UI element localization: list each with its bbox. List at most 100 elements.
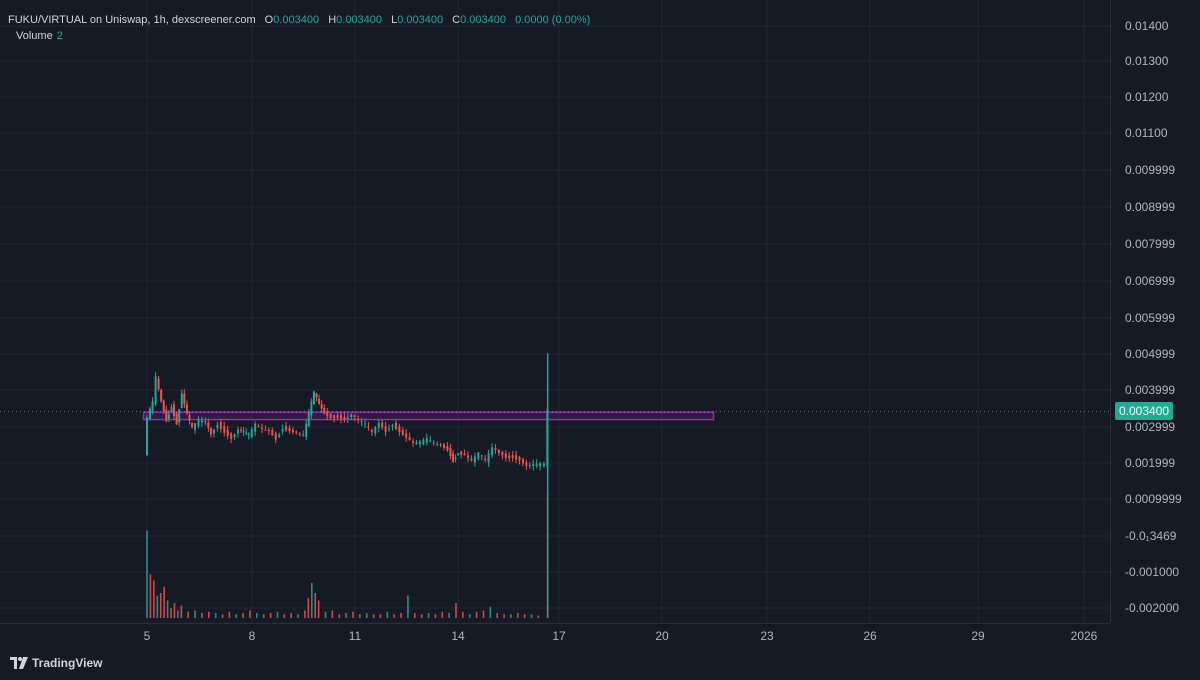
volume-bar	[317, 600, 320, 618]
price-tick: 0.01100	[1125, 126, 1168, 140]
volume-bar	[256, 613, 258, 618]
volume-bar	[386, 611, 389, 618]
volume-bar	[496, 613, 498, 618]
volume-bar	[379, 614, 382, 618]
price-tick: 0.009999	[1125, 163, 1176, 177]
candle-body	[291, 429, 294, 433]
tradingview-logo[interactable]: TradingView	[10, 656, 102, 670]
candle-body	[154, 376, 157, 405]
volume-bar	[345, 613, 347, 618]
volume-bar	[537, 615, 540, 618]
time-tick: 26	[863, 629, 877, 643]
volume-bar	[324, 611, 327, 618]
volume-bar	[269, 613, 272, 618]
candle-body	[178, 409, 181, 423]
candle-body	[175, 413, 178, 425]
volume-bar	[307, 598, 310, 618]
chart-pane[interactable]: FUKU/VIRTUAL on Uniswap, 1h, dexscreener…	[0, 0, 1110, 623]
candle-body	[494, 447, 497, 450]
time-tick: 29	[971, 629, 985, 643]
candle-body	[391, 425, 394, 427]
candle-body	[388, 428, 391, 430]
time-axis[interactable]: 5 8 11 14 17 20 23 26 29 2026	[0, 623, 1110, 650]
candle-body	[188, 415, 191, 421]
volume-bar	[173, 603, 176, 618]
time-tick: 5	[143, 629, 151, 643]
volume-bar	[407, 595, 409, 618]
price-tick: 0.004999	[1125, 347, 1176, 361]
candle-body	[412, 440, 415, 443]
candle-body	[261, 427, 264, 430]
volume-bar	[365, 613, 368, 618]
candle-body	[183, 393, 186, 404]
price-axis[interactable]: 0.01400 0.01300 0.01200 0.01100 0.009999…	[1110, 0, 1200, 623]
volume-bar	[489, 606, 492, 618]
close-key: C	[452, 14, 461, 26]
candle-body	[307, 412, 310, 427]
candle-body	[451, 453, 454, 462]
candle-body	[264, 429, 267, 431]
candle-body	[236, 429, 239, 434]
price-tick: -0.0₁3469	[1125, 529, 1177, 543]
candle-body	[151, 401, 154, 412]
candle-body	[160, 389, 163, 402]
candle-body	[429, 440, 432, 442]
high-key: H	[328, 14, 337, 26]
candle-body	[250, 428, 253, 438]
volume-bar	[414, 613, 416, 618]
price-chart[interactable]	[0, 0, 1110, 623]
candle-body	[278, 434, 281, 438]
candle-body	[473, 456, 476, 463]
candle-body	[239, 429, 242, 431]
candle-body	[209, 427, 212, 435]
candle-body	[515, 455, 518, 460]
price-tick: 0.001999	[1125, 456, 1176, 470]
volume-bar	[276, 611, 279, 618]
candle-body	[267, 429, 270, 432]
candle-body	[204, 421, 207, 423]
candle-body	[197, 419, 200, 427]
candle-body	[312, 391, 315, 405]
candle-body	[480, 455, 483, 457]
volume-bar	[393, 614, 395, 618]
volume-bar	[420, 614, 423, 618]
volume-bar	[523, 614, 526, 618]
candle-body	[394, 422, 397, 429]
candle-body	[146, 416, 148, 456]
volume-bar	[156, 595, 159, 618]
candle-body	[305, 423, 308, 438]
candle-body	[245, 432, 248, 434]
volume-bar	[331, 610, 334, 618]
low-value: 0.003400	[397, 14, 444, 26]
volume-bar	[228, 611, 231, 618]
candle-body	[460, 451, 463, 455]
candle-body	[200, 420, 203, 423]
volume-bar	[177, 610, 179, 618]
candle-body	[511, 455, 514, 458]
open-key: O	[264, 14, 274, 26]
candle-body	[484, 458, 487, 461]
candle-body	[323, 407, 326, 414]
volume-bar	[510, 614, 512, 618]
brand-name: TradingView	[32, 656, 103, 670]
low-key: L	[391, 14, 398, 26]
volume-bar	[208, 611, 210, 618]
candle-body	[165, 409, 168, 422]
price-tick: 0.003999	[1125, 383, 1176, 397]
volume-bar	[400, 613, 402, 618]
candle-body	[542, 463, 545, 467]
time-tick: 8	[248, 629, 256, 643]
volume-bar	[304, 610, 306, 618]
volume-bar	[180, 605, 183, 618]
candle-body	[535, 463, 538, 467]
price-tick: 0.01400	[1125, 19, 1169, 33]
candle-body	[254, 423, 257, 432]
candle-body	[320, 404, 323, 409]
candle-body	[442, 444, 445, 448]
candle-body	[525, 462, 528, 466]
candle-body	[329, 413, 332, 419]
time-tick: 2026	[1070, 629, 1098, 643]
candle-body	[425, 438, 428, 443]
close-value: 0.003400	[460, 14, 507, 26]
volume-value: 2	[56, 30, 63, 42]
